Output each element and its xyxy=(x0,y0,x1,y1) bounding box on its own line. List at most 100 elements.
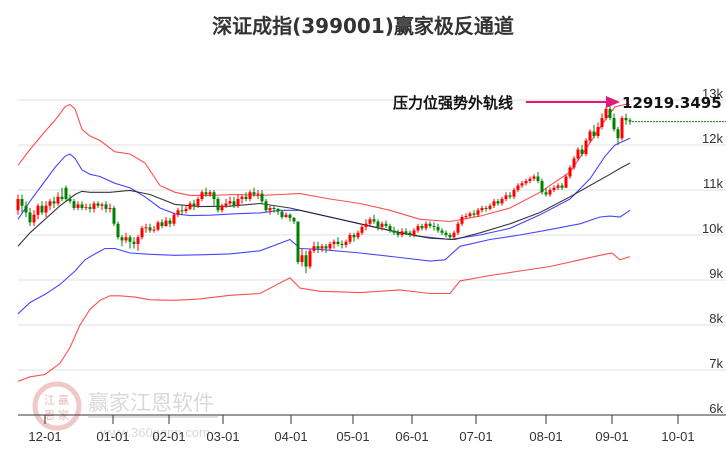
candle xyxy=(536,176,540,181)
candle xyxy=(36,205,40,215)
candle xyxy=(336,241,340,244)
candle xyxy=(592,131,596,136)
x-tick-label: 01-01 xyxy=(96,429,129,444)
candle xyxy=(500,199,504,204)
candle xyxy=(156,222,160,230)
candle xyxy=(492,201,496,206)
candle xyxy=(264,201,268,211)
candle xyxy=(20,199,24,206)
candle xyxy=(348,235,352,242)
candle xyxy=(276,208,280,212)
candle xyxy=(440,230,444,233)
candle xyxy=(452,232,456,238)
annotation-value: 12919.3495 xyxy=(622,94,722,112)
candle xyxy=(628,120,632,122)
candle xyxy=(548,190,552,195)
candle xyxy=(72,201,76,208)
x-tick-label: 06-01 xyxy=(395,429,428,444)
candle xyxy=(232,201,236,206)
candle xyxy=(296,221,300,262)
candle xyxy=(600,118,604,127)
candle xyxy=(496,201,500,204)
x-tick-label: 07-01 xyxy=(459,429,492,444)
candle xyxy=(228,201,232,204)
x-tick-label: 10-01 xyxy=(661,429,694,444)
candle xyxy=(280,211,284,217)
y-tick-label: 11k xyxy=(703,176,723,191)
candle xyxy=(568,167,572,177)
candle xyxy=(88,207,92,209)
candle xyxy=(564,176,568,188)
candle xyxy=(352,235,356,238)
line-upper_inner xyxy=(17,137,631,241)
candle xyxy=(408,232,412,235)
candle xyxy=(388,226,392,231)
candle xyxy=(344,241,348,245)
candle xyxy=(516,185,520,190)
candle xyxy=(168,220,172,224)
candle xyxy=(180,210,184,212)
candle xyxy=(476,210,480,215)
candle xyxy=(288,214,292,218)
candle xyxy=(368,219,372,224)
candle xyxy=(340,244,344,245)
candle xyxy=(292,217,296,222)
y-tick-label: 9k xyxy=(709,266,723,281)
x-axis: 12-01 01-01 02-01 03-01 04-01 05-01 06-01 07-01… xyxy=(18,414,726,444)
candle xyxy=(448,235,452,238)
y-tick-label: 10k xyxy=(702,221,723,236)
candle xyxy=(400,231,404,235)
x-tick-label: 09-01 xyxy=(595,429,628,444)
candle xyxy=(460,217,464,224)
candle xyxy=(128,237,132,242)
candle xyxy=(360,226,364,233)
chart-title: 深证成指(399001)赢家极反通道 xyxy=(212,14,514,38)
candle xyxy=(332,241,336,244)
candle xyxy=(104,204,108,209)
candle xyxy=(212,192,216,199)
x-tick-label: 05-01 xyxy=(336,429,369,444)
candle xyxy=(312,246,316,251)
candle xyxy=(108,208,112,209)
x-tick-label: 03-01 xyxy=(206,429,239,444)
candle xyxy=(208,192,212,195)
candle xyxy=(504,195,508,199)
candle xyxy=(32,214,36,223)
candle xyxy=(552,187,556,190)
candle xyxy=(248,192,252,199)
candle xyxy=(420,226,424,229)
candle xyxy=(328,244,332,249)
candle xyxy=(132,241,136,244)
candle xyxy=(560,185,564,188)
candle xyxy=(200,192,204,199)
candle xyxy=(96,203,100,206)
candle xyxy=(412,230,416,235)
candle xyxy=(224,203,228,206)
candle xyxy=(124,237,128,241)
candle xyxy=(60,196,64,199)
candle xyxy=(256,193,260,195)
candle xyxy=(356,232,360,238)
candle xyxy=(444,232,448,235)
candle xyxy=(76,204,80,208)
candle xyxy=(216,199,220,211)
candle xyxy=(204,192,208,195)
candle xyxy=(284,214,288,217)
candle xyxy=(620,118,624,139)
line-lower_inner xyxy=(17,209,631,315)
candle xyxy=(580,149,584,154)
candle xyxy=(608,109,612,118)
y-tick-label: 8k xyxy=(709,311,723,326)
y-tick-label: 13k xyxy=(702,86,723,101)
candle xyxy=(40,205,44,213)
grid-lines xyxy=(18,99,726,371)
candle xyxy=(28,212,32,223)
candle xyxy=(384,223,388,226)
candle xyxy=(584,140,588,154)
channel-lines xyxy=(17,103,631,382)
candle xyxy=(324,246,328,249)
candle xyxy=(196,199,200,206)
y-axis-labels: 13k 12k 11k 10k 9k 8k 7k 6k xyxy=(702,86,723,416)
candle xyxy=(316,246,320,249)
